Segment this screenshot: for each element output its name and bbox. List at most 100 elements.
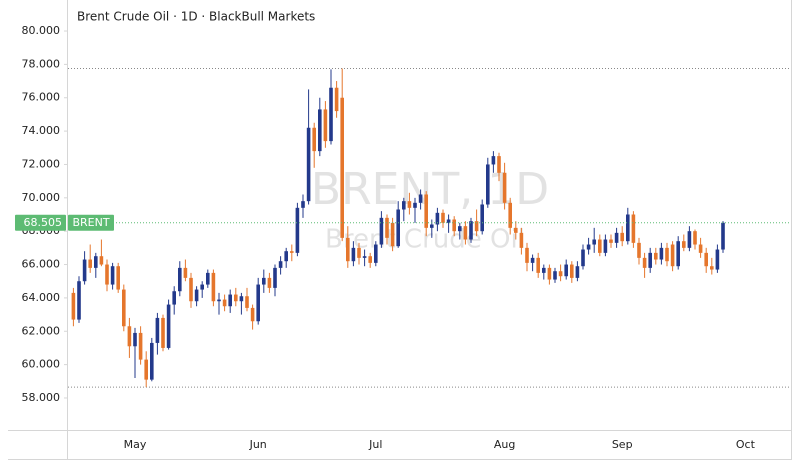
candle-body [166, 304, 171, 348]
candle-body [110, 266, 115, 285]
candle-body [161, 317, 165, 348]
candle-body [491, 156, 496, 165]
candle-body [323, 109, 328, 142]
candle-body [150, 342, 154, 380]
watermark: BRENT, 1D [311, 164, 549, 215]
candle-body [71, 292, 76, 320]
candle-body [290, 251, 294, 253]
candle-body [525, 247, 529, 263]
candle-body [295, 207, 300, 253]
candle-body [144, 359, 148, 380]
candle-body [698, 244, 703, 253]
candle-body [379, 217, 384, 245]
y-tick-label: 76.000 [22, 91, 61, 104]
candle-body [654, 252, 658, 260]
candle-body [682, 241, 686, 248]
candle-body [435, 212, 440, 225]
candle-body [306, 127, 311, 202]
candle-body [710, 266, 714, 270]
candle-body [430, 224, 434, 228]
candle-body [676, 241, 680, 267]
candle-body [687, 231, 692, 248]
candle-body [670, 244, 675, 267]
y-tick-label: 78.000 [22, 57, 61, 70]
candle-body [329, 87, 333, 142]
y-tick-label: 72.000 [22, 157, 61, 170]
candle-body [407, 201, 412, 208]
candle-body [99, 256, 104, 265]
candle-body [256, 284, 260, 322]
candle-body [346, 237, 350, 262]
candle-body [424, 194, 428, 228]
candle-body [626, 214, 630, 242]
candle-body [413, 202, 417, 208]
candle-body [497, 156, 501, 173]
candle-body [519, 232, 524, 248]
candle-body [301, 201, 305, 208]
candle-body [474, 221, 479, 232]
candle-body [362, 256, 367, 258]
candle-body [463, 226, 468, 240]
candle-body [340, 97, 344, 238]
y-tick-label: 58.000 [22, 391, 61, 404]
candle-body [446, 219, 451, 223]
candle-body [334, 87, 339, 112]
y-tick-label: 66.000 [22, 258, 61, 271]
candle-body [402, 201, 406, 210]
candle-body [536, 257, 540, 273]
y-tick-label: 62.000 [22, 324, 61, 337]
candle-body [721, 222, 725, 250]
candle-body [105, 264, 109, 285]
candle-body [715, 249, 720, 270]
candle-body [486, 164, 490, 205]
candle-body [374, 244, 378, 263]
candle-body [88, 259, 92, 268]
symbol-box [68, 214, 114, 231]
candle-body [592, 239, 596, 245]
candle-body [452, 219, 456, 232]
candle-body [441, 212, 445, 223]
candle-body [357, 247, 361, 258]
candle-body [620, 232, 624, 242]
candle-body [262, 277, 266, 285]
candle-body [385, 217, 389, 238]
candle-body [508, 202, 512, 228]
candle-body [648, 252, 652, 268]
candle-body [659, 247, 664, 260]
y-tick-label: 64.000 [22, 291, 61, 304]
candle-body [418, 194, 423, 203]
symbol-label: BRENT [72, 216, 109, 229]
candle-body [637, 242, 641, 258]
candle-body [502, 172, 507, 203]
plot-area [68, 68, 791, 388]
candle-body [575, 266, 580, 278]
candle-body [239, 296, 244, 302]
candle-body [480, 204, 484, 232]
candle-body [693, 231, 697, 245]
candle-body [206, 272, 210, 285]
last-price-box [15, 214, 66, 231]
candle-body [642, 257, 647, 268]
candle-body [273, 267, 277, 288]
candle-body [368, 256, 372, 263]
candle-body [267, 277, 272, 288]
candle-body [278, 261, 283, 268]
candle-body [189, 277, 193, 302]
candle-body [250, 307, 255, 322]
candle-body [127, 326, 132, 347]
candle-body [172, 291, 176, 305]
candle-body [94, 256, 98, 268]
candle-body [228, 294, 232, 307]
candle-body [211, 272, 216, 302]
x-tick-label: May [124, 438, 147, 451]
candle-body [396, 209, 400, 247]
x-tick-label: Sep [612, 438, 633, 451]
candle-body [155, 317, 160, 343]
candle-body [217, 299, 221, 302]
candle-body [469, 221, 473, 240]
candle-body [194, 289, 199, 302]
candle-body [138, 332, 143, 360]
candle-body [514, 227, 518, 233]
candle-body [351, 247, 356, 262]
